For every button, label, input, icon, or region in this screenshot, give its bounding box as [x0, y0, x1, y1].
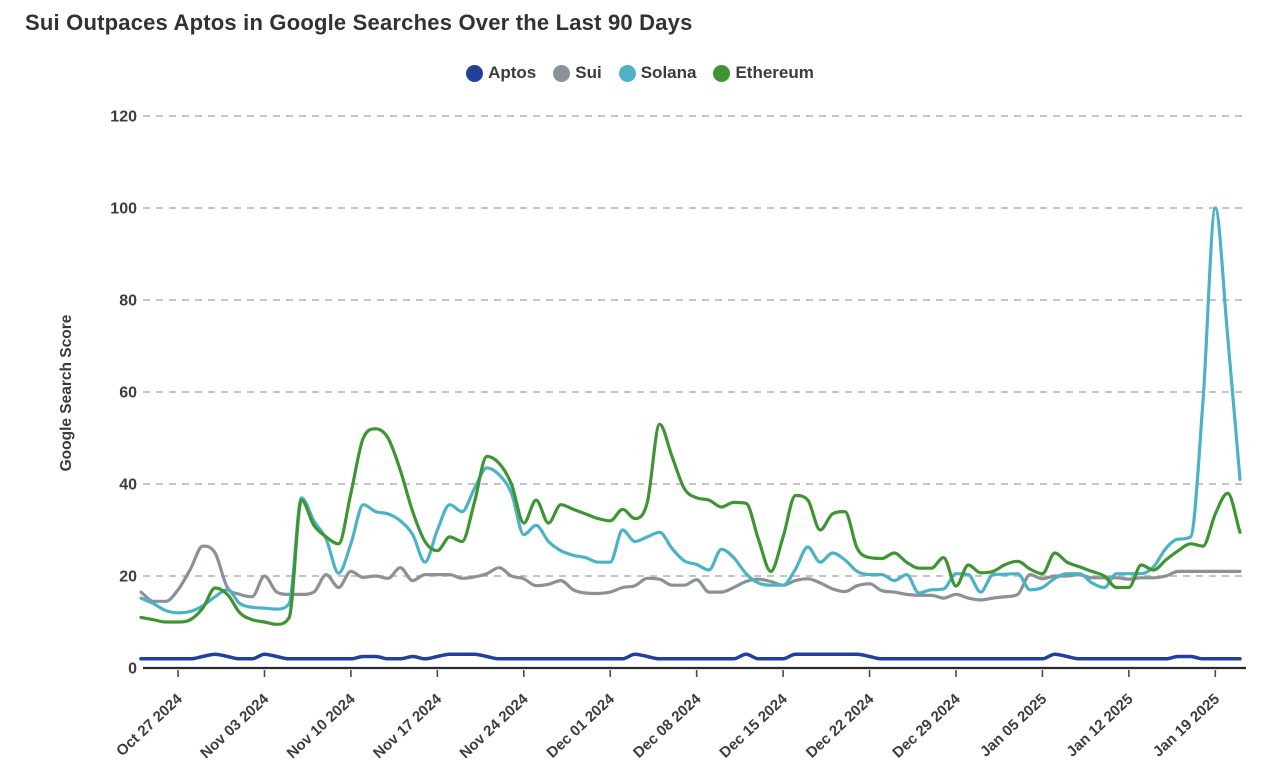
- legend-dot-icon: [713, 64, 731, 82]
- legend-item-solana: Solana: [618, 63, 697, 83]
- x-tick-label: Oct 27 2024: [113, 690, 186, 760]
- legend-item-label: Aptos: [488, 63, 537, 82]
- x-tick-label: Dec 08 2024: [630, 690, 705, 761]
- y-tick-label: 100: [110, 201, 137, 218]
- legend-item-label: Ethereum: [735, 63, 814, 82]
- y-tick-label: 0: [128, 661, 137, 678]
- x-tick-label: Dec 29 2024: [889, 690, 964, 761]
- series-line-solana: [139, 206, 1242, 615]
- x-axis-ticks: Oct 27 2024 Nov 03 2024 Nov 10 2024 Nov 17 …: [113, 670, 1223, 762]
- y-tick-label: 40: [119, 477, 137, 494]
- legend-dot-icon: [466, 64, 484, 82]
- y-tick-label: 20: [119, 569, 137, 586]
- x-tick-label: Jan 05 2025: [977, 690, 1050, 760]
- chart-title: Sui Outpaces Aptos in Google Searches Ov…: [25, 10, 693, 35]
- legend-item-label: Solana: [640, 63, 697, 82]
- x-tick-label: Dec 22 2024: [803, 690, 878, 761]
- y-tick-label: 120: [110, 109, 137, 126]
- legend-item-sui: Sui: [553, 63, 602, 83]
- x-tick-label: Dec 15 2024: [716, 690, 791, 761]
- legend-dot-icon: [553, 64, 571, 82]
- legend-item-ethereum: Ethereum: [713, 63, 814, 83]
- x-tick-label: Nov 17 2024: [370, 690, 446, 762]
- gridlines: [143, 115, 1246, 670]
- legend-dot-icon: [618, 64, 636, 82]
- x-tick-label: Nov 24 2024: [456, 690, 532, 762]
- x-tick-label: Jan 19 2025: [1150, 690, 1223, 760]
- legend-item-label: Sui: [575, 63, 602, 82]
- y-tick-label: 60: [119, 385, 137, 402]
- series-line-ethereum: [139, 422, 1242, 626]
- y-tick-label: 80: [119, 293, 137, 310]
- legend-item-aptos: Aptos: [466, 63, 536, 83]
- y-axis-title: Google Search Score: [58, 314, 75, 471]
- x-tick-label: Nov 03 2024: [197, 690, 273, 762]
- x-tick-label: Jan 12 2025: [1063, 690, 1136, 760]
- x-tick-label: Dec 01 2024: [544, 690, 619, 761]
- data-series: [139, 206, 1242, 661]
- y-axis-ticks: 0 20 40 60 80 100 120: [110, 109, 137, 678]
- legend: Aptos Sui Solana Ethereum: [0, 63, 1280, 83]
- series-line-aptos: [139, 652, 1242, 661]
- x-tick-label: Nov 10 2024: [284, 690, 360, 762]
